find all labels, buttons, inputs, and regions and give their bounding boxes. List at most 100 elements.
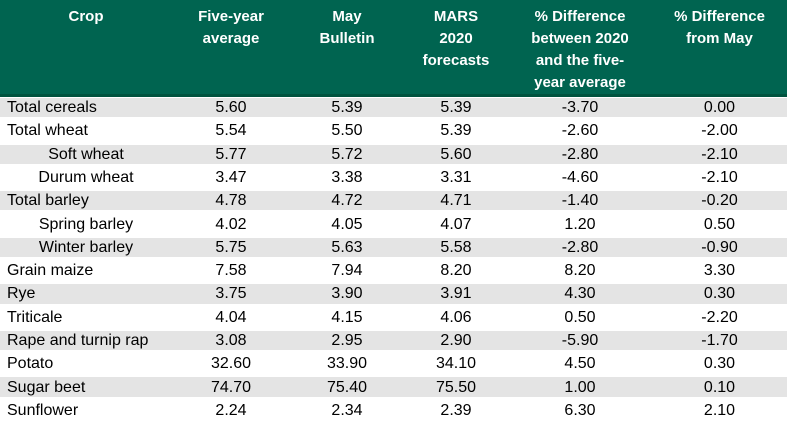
mars-2020-forecasts-cell: 4.71 [404,189,508,213]
crop-label: Sugar beet [0,375,172,399]
table-row: Soft wheat 5.77 5.72 5.60 -2.80 -2.10 [0,142,787,166]
mars-2020-forecasts-cell: 2.39 [404,398,508,422]
table-row: Sugar beet 74.70 75.40 75.50 1.00 0.10 [0,375,787,399]
mars-2020-forecasts-cell: 8.20 [404,258,508,283]
table-row: Durum wheat 3.47 3.38 3.31 -4.60 -2.10 [0,165,787,190]
pct-diff-from-may-cell: -2.00 [652,119,787,143]
table-row: Rape and turnip rap 3.08 2.95 2.90 -5.90 -1.7… [0,328,787,353]
header-row: Crop Five-year average May Bulletin MARS… [0,0,787,97]
pct-diff-2020-vs-five-year-avg-cell: -3.70 [508,97,652,120]
crop-label: Total barley [0,189,172,213]
five-year-average-cell: 3.47 [172,165,290,190]
may-bulletin-cell: 5.39 [290,97,404,120]
mars-2020-forecasts-cell: 4.06 [404,305,508,329]
may-bulletin-cell: 2.95 [290,328,404,353]
pct-diff-from-may-cell: -1.70 [652,328,787,353]
pct-diff-2020-vs-five-year-avg-cell: 6.30 [508,398,652,422]
five-year-average-cell: 4.02 [172,212,290,236]
may-bulletin-cell: 75.40 [290,375,404,399]
pct-diff-2020-vs-five-year-avg-cell: 8.20 [508,258,652,283]
five-year-average-cell: 4.04 [172,305,290,329]
pct-diff-from-may-cell: -0.20 [652,189,787,213]
may-bulletin-cell: 5.63 [290,235,404,259]
crop-label: Sunflower [0,398,172,422]
crop-label: Potato [0,352,172,376]
pct-diff-2020-vs-five-year-avg-cell: -1.40 [508,189,652,213]
table-row: Rye 3.75 3.90 3.91 4.30 0.30 [0,282,787,306]
col-header-five-year-average: Five-year average [172,0,290,97]
table-header: Crop Five-year average May Bulletin MARS… [0,0,787,97]
may-bulletin-cell: 7.94 [290,258,404,283]
mars-2020-forecasts-cell: 5.58 [404,235,508,259]
may-bulletin-cell: 3.90 [290,282,404,306]
five-year-average-cell: 5.75 [172,235,290,259]
may-bulletin-cell: 4.05 [290,212,404,236]
five-year-average-cell: 3.08 [172,328,290,353]
pct-diff-2020-vs-five-year-avg-cell: -4.60 [508,165,652,190]
table-body: Total cereals 5.60 5.39 5.39 -3.70 0.00 Total … [0,97,787,422]
may-bulletin-cell: 4.72 [290,189,404,213]
five-year-average-cell: 4.78 [172,189,290,213]
mars-2020-forecasts-cell: 3.91 [404,282,508,306]
table-row: Total barley 4.78 4.72 4.71 -1.40 -0.20 [0,189,787,213]
crop-label: Triticale [0,305,172,329]
mars-2020-forecasts-cell: 5.39 [404,119,508,143]
pct-diff-2020-vs-five-year-avg-cell: -2.60 [508,119,652,143]
five-year-average-cell: 5.60 [172,97,290,120]
five-year-average-cell: 3.75 [172,282,290,306]
pct-diff-from-may-cell: -2.10 [652,142,787,166]
mars-2020-forecasts-cell: 2.90 [404,328,508,353]
may-bulletin-cell: 3.38 [290,165,404,190]
mars-2020-forecasts-cell: 5.39 [404,97,508,120]
table-row: Total wheat 5.54 5.50 5.39 -2.60 -2.00 [0,119,787,143]
pct-diff-from-may-cell: 0.30 [652,352,787,376]
table-row: Winter barley 5.75 5.63 5.58 -2.80 -0.90 [0,235,787,259]
table-row: Total cereals 5.60 5.39 5.39 -3.70 0.00 [0,97,787,120]
may-bulletin-cell: 5.72 [290,142,404,166]
crop-label: Total cereals [0,97,172,120]
mars-2020-forecasts-cell: 3.31 [404,165,508,190]
may-bulletin-cell: 33.90 [290,352,404,376]
pct-diff-from-may-cell: 0.00 [652,97,787,120]
pct-diff-from-may-cell: 3.30 [652,258,787,283]
pct-diff-from-may-cell: -2.10 [652,165,787,190]
mars-2020-forecasts-cell: 5.60 [404,142,508,166]
mars-2020-forecasts-cell: 4.07 [404,212,508,236]
col-header-mars-2020-forecasts: MARS 2020 forecasts [404,0,508,97]
pct-diff-2020-vs-five-year-avg-cell: 1.00 [508,375,652,399]
table-row: Triticale 4.04 4.15 4.06 0.50 -2.20 [0,305,787,329]
five-year-average-cell: 2.24 [172,398,290,422]
pct-diff-from-may-cell: 0.50 [652,212,787,236]
table-row: Potato 32.60 33.90 34.10 4.50 0.30 [0,352,787,376]
col-header-pct-diff-2020-vs-avg: % Difference between 2020 and the five- … [508,0,652,97]
pct-diff-2020-vs-five-year-avg-cell: 4.30 [508,282,652,306]
mars-2020-forecasts-cell: 34.10 [404,352,508,376]
five-year-average-cell: 74.70 [172,375,290,399]
crop-label: Grain maize [0,258,172,283]
five-year-average-cell: 7.58 [172,258,290,283]
col-header-pct-diff-from-may: % Difference from May [652,0,787,97]
pct-diff-from-may-cell: 2.10 [652,398,787,422]
pct-diff-from-may-cell: 0.10 [652,375,787,399]
five-year-average-cell: 32.60 [172,352,290,376]
table-row: Spring barley 4.02 4.05 4.07 1.20 0.50 [0,212,787,236]
pct-diff-2020-vs-five-year-avg-cell: 0.50 [508,305,652,329]
may-bulletin-cell: 5.50 [290,119,404,143]
pct-diff-from-may-cell: -2.20 [652,305,787,329]
may-bulletin-cell: 2.34 [290,398,404,422]
pct-diff-from-may-cell: 0.30 [652,282,787,306]
pct-diff-2020-vs-five-year-avg-cell: -5.90 [508,328,652,353]
pct-diff-2020-vs-five-year-avg-cell: 4.50 [508,352,652,376]
table-row: Grain maize 7.58 7.94 8.20 8.20 3.30 [0,258,787,283]
five-year-average-cell: 5.54 [172,119,290,143]
crop-label: Total wheat [0,119,172,143]
col-header-crop: Crop [0,0,172,97]
crop-label: Durum wheat [0,165,172,190]
five-year-average-cell: 5.77 [172,142,290,166]
pct-diff-2020-vs-five-year-avg-cell: -2.80 [508,235,652,259]
crop-label: Soft wheat [0,142,172,166]
pct-diff-from-may-cell: -0.90 [652,235,787,259]
col-header-may-bulletin: May Bulletin [290,0,404,97]
crop-label: Winter barley [0,235,172,259]
